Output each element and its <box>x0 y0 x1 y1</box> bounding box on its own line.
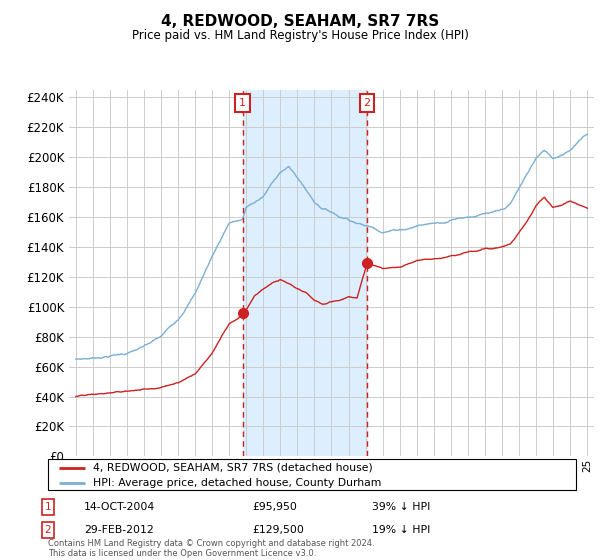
Text: Price paid vs. HM Land Registry's House Price Index (HPI): Price paid vs. HM Land Registry's House … <box>131 29 469 42</box>
Text: 1: 1 <box>239 98 246 108</box>
Text: 1: 1 <box>44 502 52 512</box>
Text: HPI: Average price, detached house, County Durham: HPI: Average price, detached house, Coun… <box>93 478 381 488</box>
Text: 4, REDWOOD, SEAHAM, SR7 7RS (detached house): 4, REDWOOD, SEAHAM, SR7 7RS (detached ho… <box>93 463 373 473</box>
Text: 39% ↓ HPI: 39% ↓ HPI <box>372 502 430 512</box>
Text: £95,950: £95,950 <box>252 502 297 512</box>
Text: 2: 2 <box>44 525 52 535</box>
Text: 2: 2 <box>364 98 371 108</box>
Text: Contains HM Land Registry data © Crown copyright and database right 2024.
This d: Contains HM Land Registry data © Crown c… <box>48 539 374 558</box>
FancyBboxPatch shape <box>48 459 576 490</box>
Text: 14-OCT-2004: 14-OCT-2004 <box>84 502 155 512</box>
Text: £129,500: £129,500 <box>252 525 304 535</box>
Text: 19% ↓ HPI: 19% ↓ HPI <box>372 525 430 535</box>
Bar <box>242 90 367 456</box>
Text: 4, REDWOOD, SEAHAM, SR7 7RS: 4, REDWOOD, SEAHAM, SR7 7RS <box>161 14 439 29</box>
Text: 29-FEB-2012: 29-FEB-2012 <box>84 525 154 535</box>
